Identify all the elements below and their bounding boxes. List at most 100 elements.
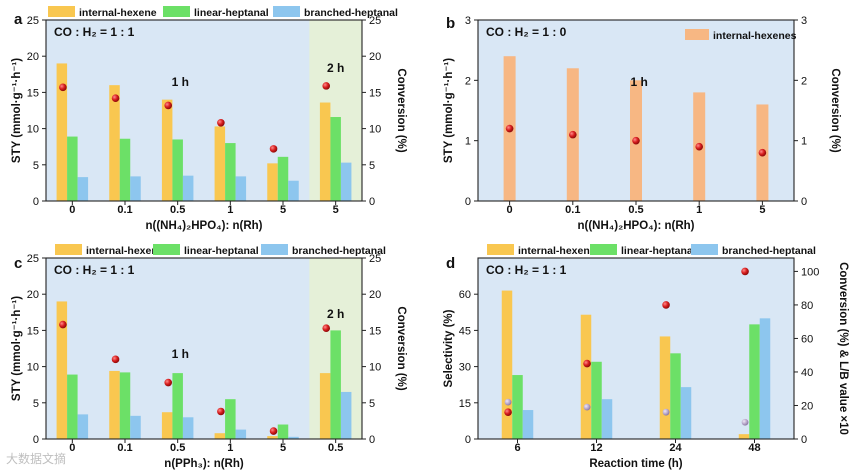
chart-panel-d: 0 15 30 45 60 0 20 40 60 80 100 6 12 24 48 Reaction tim… — [443, 244, 849, 470]
y-tick-label: 0 — [33, 196, 39, 208]
legend-label: internal-hexene — [86, 245, 164, 257]
legend-swatch — [487, 244, 514, 255]
y-tick-label: 1 — [465, 136, 471, 148]
x-tick-label: 5 — [280, 442, 286, 454]
legend-swatch — [153, 244, 180, 255]
time-label: 1 h — [172, 75, 189, 89]
bar-c-s2-c3 — [235, 429, 247, 439]
lb-ratio-dot-d-3 — [741, 418, 749, 426]
x-tick-label: 0.5 — [628, 204, 643, 216]
bar-c-s2-c0 — [77, 414, 89, 439]
conversion-dot-c-0 — [59, 320, 67, 329]
y-tick-label: 15 — [27, 87, 39, 99]
x-tick-label: 0 — [69, 204, 75, 216]
y-axis-label: STY (mmol·g⁻¹·h⁻¹) — [11, 296, 23, 401]
bar-c-s0-c0 — [56, 301, 68, 439]
y2-tick-label: 20 — [369, 289, 381, 301]
conversion-dot-a-4 — [269, 145, 278, 153]
bar-c-s0-c3 — [214, 433, 226, 439]
y2-tick-label: 15 — [369, 325, 381, 337]
bar-d-s2-c3 — [759, 318, 771, 439]
y-axis-label: STY (mmol·g⁻¹·h⁻¹) — [11, 58, 23, 163]
bar-d-s1-c0 — [512, 375, 523, 439]
bar-c-s2-c5 — [340, 391, 352, 439]
x-tick-label: 1 — [227, 204, 233, 216]
bar-a-s2-c3 — [235, 176, 247, 201]
bar-c-s2-c1 — [130, 415, 141, 439]
y2-tick-label: 10 — [369, 124, 381, 136]
bar-d-s2-c1 — [601, 399, 613, 439]
bar-d-s2-c2 — [680, 387, 692, 439]
bar-c-s0-c4 — [267, 436, 278, 439]
bar-d-s0-c1 — [580, 314, 592, 439]
y2-tick-label: 20 — [801, 400, 813, 412]
panel-letter: c — [14, 255, 22, 272]
conversion-dot-b-1 — [569, 130, 577, 139]
x-tick-label: 0.5 — [170, 204, 185, 216]
legend-swatch — [685, 29, 709, 40]
conversion-dot-c-5 — [322, 324, 331, 333]
y-tick-label: 5 — [33, 398, 39, 410]
bar-a-s1-c0 — [67, 136, 78, 201]
x-axis-label: Reaction time (h) — [589, 458, 682, 470]
conversion-dot-d-2 — [662, 301, 670, 309]
x-axis-label: n(PPh₃): n(Rh) — [164, 458, 244, 470]
bar-a-s0-c1 — [109, 85, 120, 201]
y2-tick-label: 20 — [369, 51, 381, 63]
y2-tick-label: 40 — [801, 367, 813, 379]
conversion-dot-b-2 — [632, 136, 640, 145]
time-label: 1 h — [630, 75, 647, 89]
bar-c-s1-c3 — [225, 399, 236, 439]
lb-ratio-dot-d-1 — [583, 403, 591, 411]
bar-a-s0-c5 — [319, 102, 331, 201]
bar-d-s1-c3 — [749, 324, 760, 439]
bar-a-s0-c3 — [214, 126, 226, 201]
x-tick-label: 0.5 — [170, 442, 185, 454]
legend-label: internal-hexene — [518, 245, 596, 257]
y-tick-label: 0 — [33, 434, 39, 446]
y2-tick-label: 100 — [801, 266, 819, 278]
legend-label: branched-heptanal — [304, 7, 398, 19]
condition-annotation: CO : H₂ = 1 : 1 — [54, 263, 135, 277]
y-tick-label: 10 — [27, 362, 39, 374]
conversion-dot-b-3 — [695, 142, 703, 151]
x-tick-label: 1 — [227, 442, 233, 454]
y-tick-label: 20 — [27, 289, 39, 301]
bar-d-s1-c2 — [670, 353, 681, 439]
x-tick-label: 6 — [514, 442, 520, 454]
x-tick-label: 0.1 — [565, 204, 580, 216]
conversion-dot-a-0 — [59, 83, 67, 92]
y2-tick-label: 3 — [801, 15, 807, 27]
legend-label: internal-hexenes — [713, 30, 797, 42]
plot-frame — [45, 19, 363, 202]
conversion-dot-c-4 — [269, 427, 278, 435]
x-tick-label: 0.1 — [117, 442, 132, 454]
chart-panel-b: 0 1 2 3 0 1 2 3 0 0.1 0.5 1 5 n((NH₄)₂HPO₄): n(Rh) STY… — [443, 15, 841, 232]
conversion-dot-a-3 — [217, 119, 225, 127]
bar-c-s1-c4 — [277, 424, 289, 439]
watermark-text: 大数据文摘 — [6, 452, 67, 466]
legend-label: linear-heptanal — [621, 245, 696, 257]
y-axis-label: Selectivity (%) — [443, 309, 455, 387]
bar-c-s2-c2 — [182, 417, 194, 439]
bar-c-s0-c2 — [161, 412, 173, 439]
bar-d-s0-c3 — [738, 434, 750, 439]
y-tick-label: 25 — [27, 15, 39, 27]
y-tick-label: 45 — [459, 325, 471, 337]
x-axis-label: n((NH₄)₂HPO₄): n(Rh) — [146, 220, 263, 232]
conversion-dot-d-0 — [504, 408, 512, 416]
plot-frame — [45, 257, 363, 440]
bar-a-s2-c4 — [288, 180, 299, 201]
x-tick-label: 5 — [333, 204, 339, 216]
y-tick-label: 60 — [459, 289, 471, 301]
legend-swatch — [55, 244, 82, 255]
x-tick-label: 0 — [507, 204, 513, 216]
y2-axis-label: Conversion (%) — [395, 68, 407, 153]
y2-tick-label: 0 — [801, 434, 807, 446]
bar-a-s1-c1 — [119, 138, 131, 201]
y-tick-label: 30 — [459, 362, 471, 374]
lb-ratio-dot-d-2 — [662, 408, 670, 416]
bar-a-s2-c1 — [130, 176, 141, 201]
condition-annotation: CO : H₂ = 1 : 1 — [486, 263, 567, 277]
lb-ratio-dot-d-0 — [504, 398, 512, 406]
